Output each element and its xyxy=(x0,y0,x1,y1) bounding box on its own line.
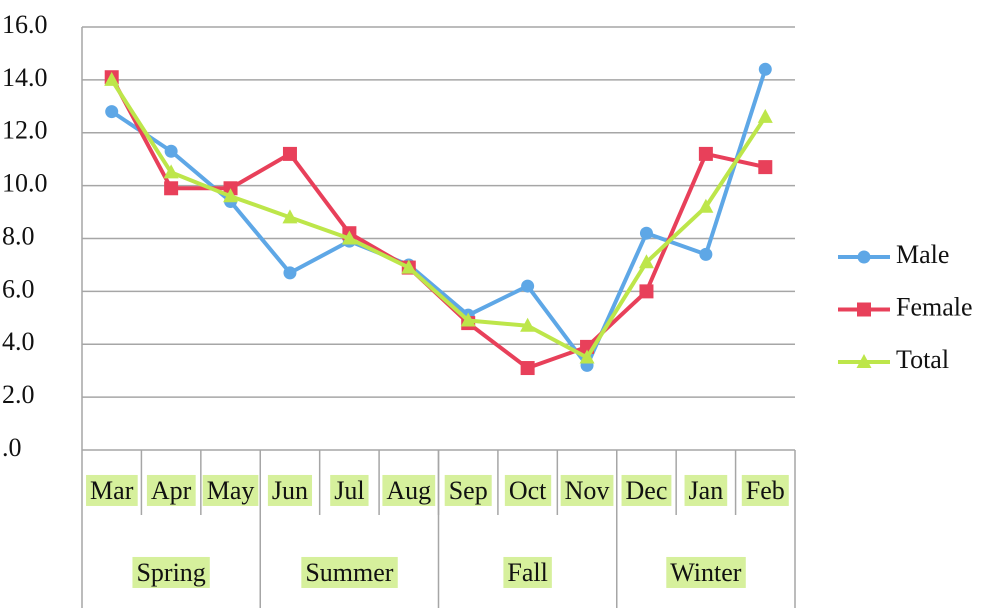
x-tick-label-bg xyxy=(741,474,789,506)
x-tick-label-bg xyxy=(330,474,369,506)
marker xyxy=(639,284,654,299)
y-tick-label: 16.0 xyxy=(2,10,48,39)
x-tick-label-bg xyxy=(444,474,492,506)
y-tick-label: 8.0 xyxy=(2,221,35,250)
x-tick-label: Apr xyxy=(151,476,192,505)
x-tick-label-bg xyxy=(504,474,552,506)
y-tick-label: 4.0 xyxy=(2,327,35,356)
marker xyxy=(699,247,713,261)
marker xyxy=(104,71,120,86)
x-tick-label-bg xyxy=(202,474,259,506)
x-tick-label: Sep xyxy=(449,476,488,505)
x-tick-label: Mar xyxy=(90,476,134,505)
marker xyxy=(283,266,297,280)
x-tick-label: Oct xyxy=(509,476,547,505)
marker xyxy=(857,250,871,264)
marker xyxy=(520,317,536,332)
x-tick-label-bg xyxy=(382,474,436,506)
x-tick-label: Aug xyxy=(386,476,431,505)
x-tick-label-bg xyxy=(621,474,672,506)
marker xyxy=(341,230,357,245)
legend-label: Total xyxy=(896,345,949,374)
series-line xyxy=(109,76,766,371)
marker xyxy=(282,209,298,224)
marker xyxy=(698,198,714,213)
group-label: Winter xyxy=(670,558,741,587)
marker xyxy=(105,105,119,119)
y-tick-label: 12.0 xyxy=(2,116,48,145)
y-tick-label: 14.0 xyxy=(2,63,48,92)
group-label-bg xyxy=(666,556,746,588)
marker xyxy=(638,254,654,269)
group-label-bg xyxy=(132,556,210,588)
group-label: Fall xyxy=(507,558,547,587)
x-tick-label: Jan xyxy=(689,476,724,505)
marker xyxy=(164,181,179,196)
label-backgrounds xyxy=(86,474,789,588)
x-tick-label: Jul xyxy=(334,476,364,505)
group-label: Summer xyxy=(305,558,393,587)
marker xyxy=(698,146,713,161)
x-tick-label: Jun xyxy=(272,476,308,505)
marker xyxy=(460,312,476,327)
x-tick-label: Nov xyxy=(565,476,610,505)
group-label-bg xyxy=(301,556,398,588)
marker xyxy=(857,302,871,317)
x-tick-label: May xyxy=(207,476,255,505)
marker xyxy=(758,160,773,175)
marker xyxy=(520,361,535,376)
marker xyxy=(282,146,297,161)
y-tick-label: 2.0 xyxy=(2,380,35,409)
x-tick-label-bg xyxy=(684,474,728,506)
series-line xyxy=(110,68,768,368)
marker xyxy=(639,226,653,240)
legend-label: Male xyxy=(896,240,949,269)
x-tick-label-bg xyxy=(560,474,614,506)
x-tick-label: Dec xyxy=(626,476,668,505)
marker xyxy=(164,144,178,158)
marker xyxy=(223,188,239,203)
x-tick-label-bg xyxy=(86,474,138,506)
marker xyxy=(856,354,872,368)
x-tick-label-bg xyxy=(267,474,313,506)
marker xyxy=(401,259,417,274)
y-tick-label: .0 xyxy=(2,433,22,462)
marker xyxy=(521,279,535,293)
x-tick-label-bg xyxy=(146,474,196,506)
marker xyxy=(579,349,595,364)
legend-label: Female xyxy=(896,292,973,321)
group-label: Spring xyxy=(136,558,205,587)
x-tick-label: Feb xyxy=(746,476,785,505)
y-tick-label: 6.0 xyxy=(2,274,35,303)
y-tick-label: 10.0 xyxy=(2,169,48,198)
marker xyxy=(163,164,179,179)
marker xyxy=(757,108,773,123)
series-line xyxy=(110,78,767,360)
group-label-bg xyxy=(503,556,552,588)
marker xyxy=(758,62,772,76)
